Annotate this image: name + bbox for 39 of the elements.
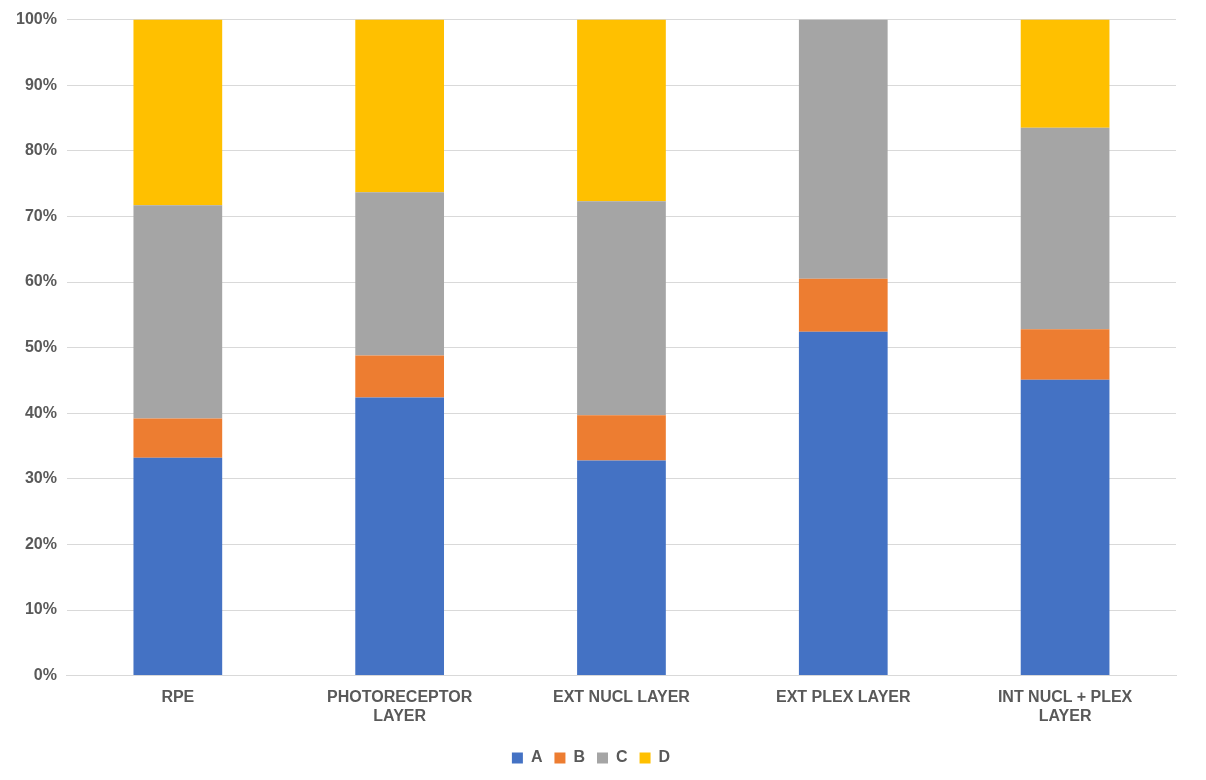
y-tick-label: 60%: [24, 272, 57, 290]
bar: [133, 418, 223, 458]
bar: [1020, 329, 1110, 380]
bar: [577, 19, 666, 202]
x-tick-label: PHOTORECEPTOR LAYER: [327, 687, 473, 724]
legend-label: B: [573, 748, 586, 766]
bar: [577, 201, 666, 416]
bar: [577, 415, 666, 461]
bar: [355, 192, 445, 356]
bar: [133, 19, 223, 206]
x-tick-label: EXT NUCL LAYER: [553, 687, 691, 705]
y-tick-label: 100%: [16, 10, 57, 28]
bar: [133, 205, 223, 419]
legend-label: D: [658, 748, 671, 766]
legend-label: C: [616, 748, 628, 766]
y-tick-label: 0%: [33, 666, 57, 684]
bar: [798, 278, 888, 332]
y-tick-label: 80%: [24, 141, 57, 159]
y-tick-label: 30%: [24, 469, 57, 487]
x-tick-label: INT NUCL + PLEX LAYER: [997, 687, 1133, 724]
legend-label: A: [530, 748, 543, 766]
y-tick-label: 20%: [24, 534, 57, 552]
bar: [1020, 379, 1110, 676]
bar: [355, 355, 445, 398]
bar: [355, 19, 445, 193]
bar: [577, 460, 666, 676]
bar: [798, 19, 888, 279]
y-tick-label: 70%: [24, 206, 57, 224]
y-tick-label: 50%: [24, 338, 57, 356]
x-tick-label: RPE: [161, 687, 195, 705]
bar: [133, 457, 223, 676]
x-tick-label: EXT PLEX LAYER: [776, 687, 911, 705]
y-tick-label: 10%: [24, 600, 57, 618]
y-tick-label: 40%: [24, 403, 57, 421]
bar: [1020, 19, 1110, 128]
bar: [355, 397, 445, 676]
bar: [798, 331, 888, 676]
bar: [1020, 127, 1110, 330]
y-tick-label: 90%: [24, 75, 57, 93]
